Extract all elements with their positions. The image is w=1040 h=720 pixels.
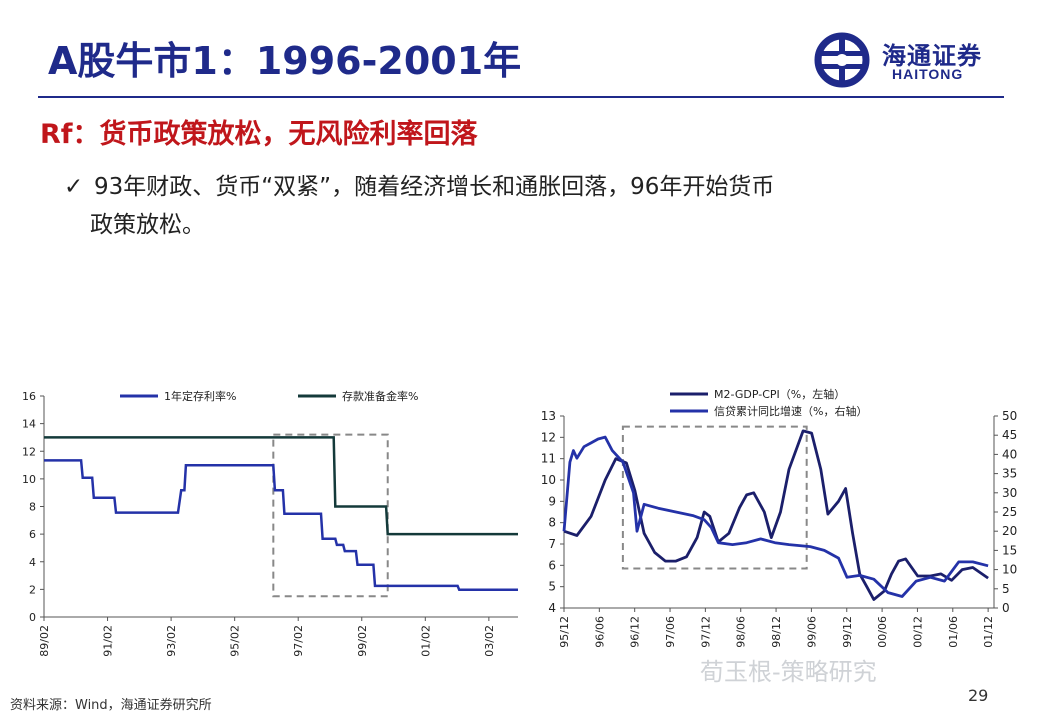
legend-label-2: 信贷累计同比增速（%，右轴）: [714, 404, 867, 418]
legend-label-1: 1年定存利率%: [164, 389, 236, 403]
source-note: 资料来源：Wind，海通证券研究所: [10, 698, 212, 713]
y-tick-label: 2: [29, 583, 36, 596]
y-tick-label: 10: [22, 473, 36, 486]
highlight-box: [621, 425, 808, 570]
y-left-tick-label: 6: [548, 558, 556, 572]
y-left-tick-label: 12: [541, 430, 556, 444]
x-tick-label: 98/12: [770, 616, 783, 648]
y-left-tick-label: 11: [541, 452, 556, 466]
x-tick-label: 01/06: [947, 616, 960, 648]
y-right-tick-label: 45: [1002, 428, 1017, 442]
page-title: A股牛市1：1996-2001年: [48, 39, 522, 83]
logo-text-cn: 海通证券: [882, 41, 982, 70]
x-tick-label: 01/02: [419, 625, 432, 657]
x-tick-label: 96/06: [593, 616, 606, 648]
x-tick-label: 97/02: [292, 625, 305, 657]
highlight-box: [272, 433, 389, 598]
x-tick-label: 00/06: [876, 616, 889, 648]
x-tick-label: 97/12: [699, 616, 712, 648]
y-left-tick-label: 13: [541, 409, 556, 423]
section-subtitle: Rf：货币政策放松，无风险利率回落: [40, 119, 478, 150]
chart-deposit-rate: 0 2 4 6 8 10 12 14 16 89/02 91/02 93/02 95/02 97/02 99…: [22, 389, 518, 657]
x-tick-label: 03/02: [483, 625, 496, 657]
bullet-point: ✓ 93年财政、货币“双紧”，随着经济增长和通胀回落，96年开始货币 政策放松。: [64, 168, 1004, 244]
x-tick-label: 99/02: [356, 625, 369, 657]
x-tick-label: 93/02: [165, 625, 178, 657]
haitong-logo: 海通证券 HAITONG: [812, 30, 1012, 90]
y-right-tick-label: 20: [1002, 524, 1017, 538]
x-tick-label: 00/12: [911, 616, 924, 648]
y-left-tick-label: 10: [541, 473, 556, 487]
y-tick-label: 6: [29, 528, 36, 541]
y-right-tick-label: 15: [1002, 543, 1017, 557]
series-line-1: [563, 429, 989, 601]
logo-text-en: HAITONG: [892, 66, 964, 82]
x-tick-label: 91/02: [102, 625, 115, 657]
page-number: 29: [968, 686, 989, 705]
y-right-tick-label: 25: [1002, 505, 1017, 519]
x-tick-label: 95/12: [558, 616, 571, 648]
y-right-tick-label: 5: [1002, 582, 1010, 596]
x-tick-label: 95/02: [229, 625, 242, 657]
y-right-tick-label: 10: [1002, 563, 1017, 577]
x-tick-label: 96/12: [629, 616, 642, 648]
y-tick-label: 12: [22, 445, 36, 458]
series-line-2: [562, 435, 989, 598]
legend-label-1: M2-GDP-CPI（%，左轴）: [714, 387, 845, 401]
y-right-tick-label: 40: [1002, 447, 1017, 461]
y-right-tick-label: 0: [1002, 601, 1010, 615]
haitong-logo-icon: [814, 32, 870, 88]
y-right-tick-label: 50: [1002, 409, 1017, 423]
y-tick-label: 4: [29, 556, 36, 569]
y-left-tick-label: 9: [548, 494, 556, 508]
title-divider: [38, 96, 1004, 98]
y-right-tick-label: 30: [1002, 486, 1017, 500]
series-line-2: [44, 436, 518, 536]
y-right-tick-label: 35: [1002, 467, 1017, 481]
y-left-tick-label: 8: [548, 516, 556, 530]
wechat-watermark: 荀玉根-策略研究: [700, 658, 877, 686]
x-tick-label: 89/02: [38, 625, 51, 657]
y-tick-label: 8: [29, 501, 36, 514]
y-tick-label: 14: [22, 418, 36, 431]
y-tick-label: 16: [22, 390, 36, 403]
legend-label-2: 存款准备金率%: [342, 389, 418, 403]
series-line-1: [44, 459, 518, 591]
x-tick-label: 99/12: [841, 616, 854, 648]
bullet-line-2: 政策放松。: [90, 212, 205, 238]
y-tick-label: 0: [29, 611, 36, 624]
y-left-tick-label: 7: [548, 537, 556, 551]
x-tick-label: 99/06: [805, 616, 818, 648]
bullet-line-1: 93年财政、货币“双紧”，随着经济增长和通胀回落，96年开始货币: [94, 174, 775, 200]
checkmark-icon: ✓: [64, 174, 84, 200]
x-tick-label: 01/12: [982, 616, 995, 648]
y-left-tick-label: 4: [548, 601, 556, 615]
x-tick-label: 98/06: [735, 616, 748, 648]
y-left-tick-label: 5: [548, 580, 556, 594]
x-tick-label: 97/06: [664, 616, 677, 648]
